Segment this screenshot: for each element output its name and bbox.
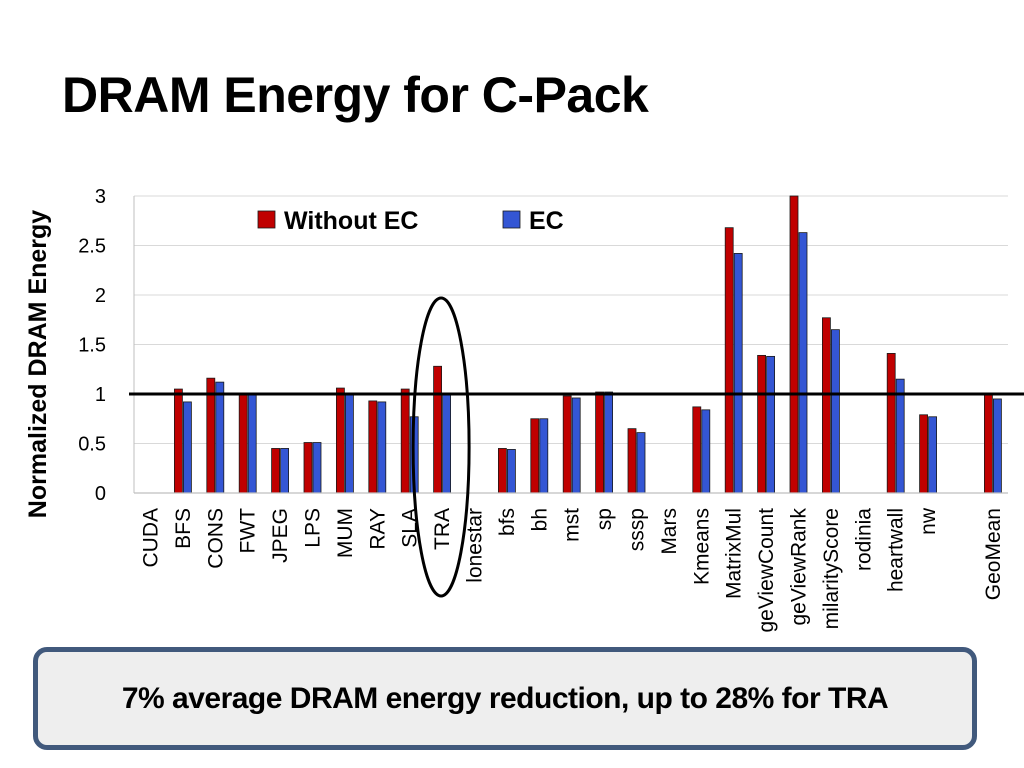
bar-ec — [798, 232, 808, 494]
x-tick-label: bfs — [496, 508, 519, 536]
x-tick-label: heartwall — [885, 508, 908, 592]
y-tick-label: 0 — [95, 483, 106, 505]
bar-ec — [215, 381, 225, 494]
x-tick-label: mst — [561, 508, 584, 542]
tick-labels: 0 0.5 1 1.5 2 2.5 3 CUDA BFS CONS FWT JPEG LPS MUM RAY… — [24, 186, 1005, 633]
x-tick-label: sssp — [626, 508, 649, 551]
x-tick-label: BFS — [172, 508, 195, 549]
bar-ec — [733, 253, 743, 494]
x-tick-label: milarityScore — [820, 508, 843, 629]
bar-ec — [280, 448, 290, 494]
axes — [129, 196, 1024, 598]
x-tick-label: LPS — [302, 508, 325, 548]
bar-ec — [993, 398, 1002, 494]
bar-ec — [701, 409, 711, 494]
bar-ec — [831, 329, 840, 494]
legend-swatch-without-ec — [257, 210, 276, 229]
x-tick-label: lonestar — [464, 508, 487, 583]
y-tick-label: 3 — [95, 186, 106, 208]
bar-without-ec — [271, 448, 281, 494]
bar-without-ec — [984, 392, 993, 494]
bar-ec — [442, 393, 452, 494]
x-tick-label: CONS — [204, 508, 227, 569]
legend-label-ec: EC — [529, 207, 564, 235]
x-tick-label: GeoMean — [982, 508, 1005, 600]
bar-without-ec — [757, 354, 766, 494]
bar-without-ec — [886, 353, 896, 494]
x-tick-label: Kmeans — [690, 508, 713, 585]
bar-without-ec — [433, 365, 443, 494]
x-tick-label: MatrixMul — [723, 508, 746, 599]
bar-ec — [895, 378, 905, 494]
bar-ec — [636, 432, 646, 494]
legend-label-without-ec: Without EC — [284, 207, 418, 235]
x-tick-label: JPEG — [269, 508, 292, 563]
bar-without-ec — [400, 388, 410, 494]
x-tick-label: RAY — [366, 508, 389, 550]
x-tick-label: geViewRank — [788, 508, 811, 626]
callout-text: 7% average DRAM energy reduction, up to … — [121, 681, 889, 715]
y-tick-label: 2 — [95, 285, 106, 307]
y-axis-title: Normalized DRAM Energy — [24, 210, 52, 518]
y-tick-label: 1 — [95, 384, 106, 406]
bar-without-ec — [822, 317, 831, 494]
bar-without-ec — [173, 388, 183, 494]
x-tick-label: nw — [917, 507, 940, 535]
bar-ec — [506, 449, 516, 494]
bar-without-ec — [530, 418, 540, 494]
y-tick-label: 2.5 — [78, 236, 106, 258]
x-tick-label: MUM — [334, 508, 357, 558]
bar-ec — [539, 418, 549, 494]
x-tick-label: TRA — [431, 508, 454, 550]
x-tick-label: bh — [528, 508, 551, 531]
bar-without-ec — [497, 448, 507, 494]
y-tick-label: 1.5 — [78, 335, 106, 357]
bar-without-ec — [303, 442, 313, 494]
bar-without-ec — [335, 387, 345, 494]
x-tick-label: SLA — [399, 508, 422, 548]
bar-ec — [247, 393, 257, 494]
x-tick-label: geViewCount — [755, 508, 778, 633]
bar-ec — [928, 416, 937, 494]
bar-ec — [312, 442, 322, 494]
x-tick-label: CUDA — [140, 508, 163, 568]
bar-without-ec — [562, 395, 572, 494]
bar-chart: 0 0.5 1 1.5 2 2.5 3 CUDA BFS CONS FWT JPEG LPS MUM RAY… — [24, 186, 1024, 633]
bar-without-ec — [724, 227, 734, 494]
slide-title: DRAM Energy for C-Pack — [62, 67, 649, 123]
bar-ec — [604, 391, 613, 494]
x-tick-label: Mars — [658, 508, 681, 555]
y-tick-label: 0.5 — [78, 434, 106, 456]
bar-without-ec — [238, 392, 248, 494]
x-tick-label: sp — [593, 508, 616, 530]
bar-without-ec — [789, 195, 799, 494]
legend-swatch-ec — [502, 210, 521, 229]
bar-without-ec — [919, 414, 928, 494]
x-tick-label: rodinia — [852, 508, 875, 571]
bar-without-ec — [368, 400, 378, 494]
highlight-ellipse — [411, 296, 471, 598]
bar-ec — [344, 392, 354, 494]
bar-ec — [377, 401, 387, 494]
bar-without-ec — [595, 391, 604, 494]
legend: Without EC EC — [257, 207, 564, 235]
bar-ec — [182, 401, 192, 494]
x-tick-label: FWT — [237, 508, 260, 554]
bar-without-ec — [692, 406, 702, 494]
bar-ec — [571, 397, 581, 494]
bar-ec — [766, 355, 775, 494]
bar-without-ec — [627, 428, 637, 494]
callout-box: 7% average DRAM energy reduction, up to … — [33, 647, 977, 750]
